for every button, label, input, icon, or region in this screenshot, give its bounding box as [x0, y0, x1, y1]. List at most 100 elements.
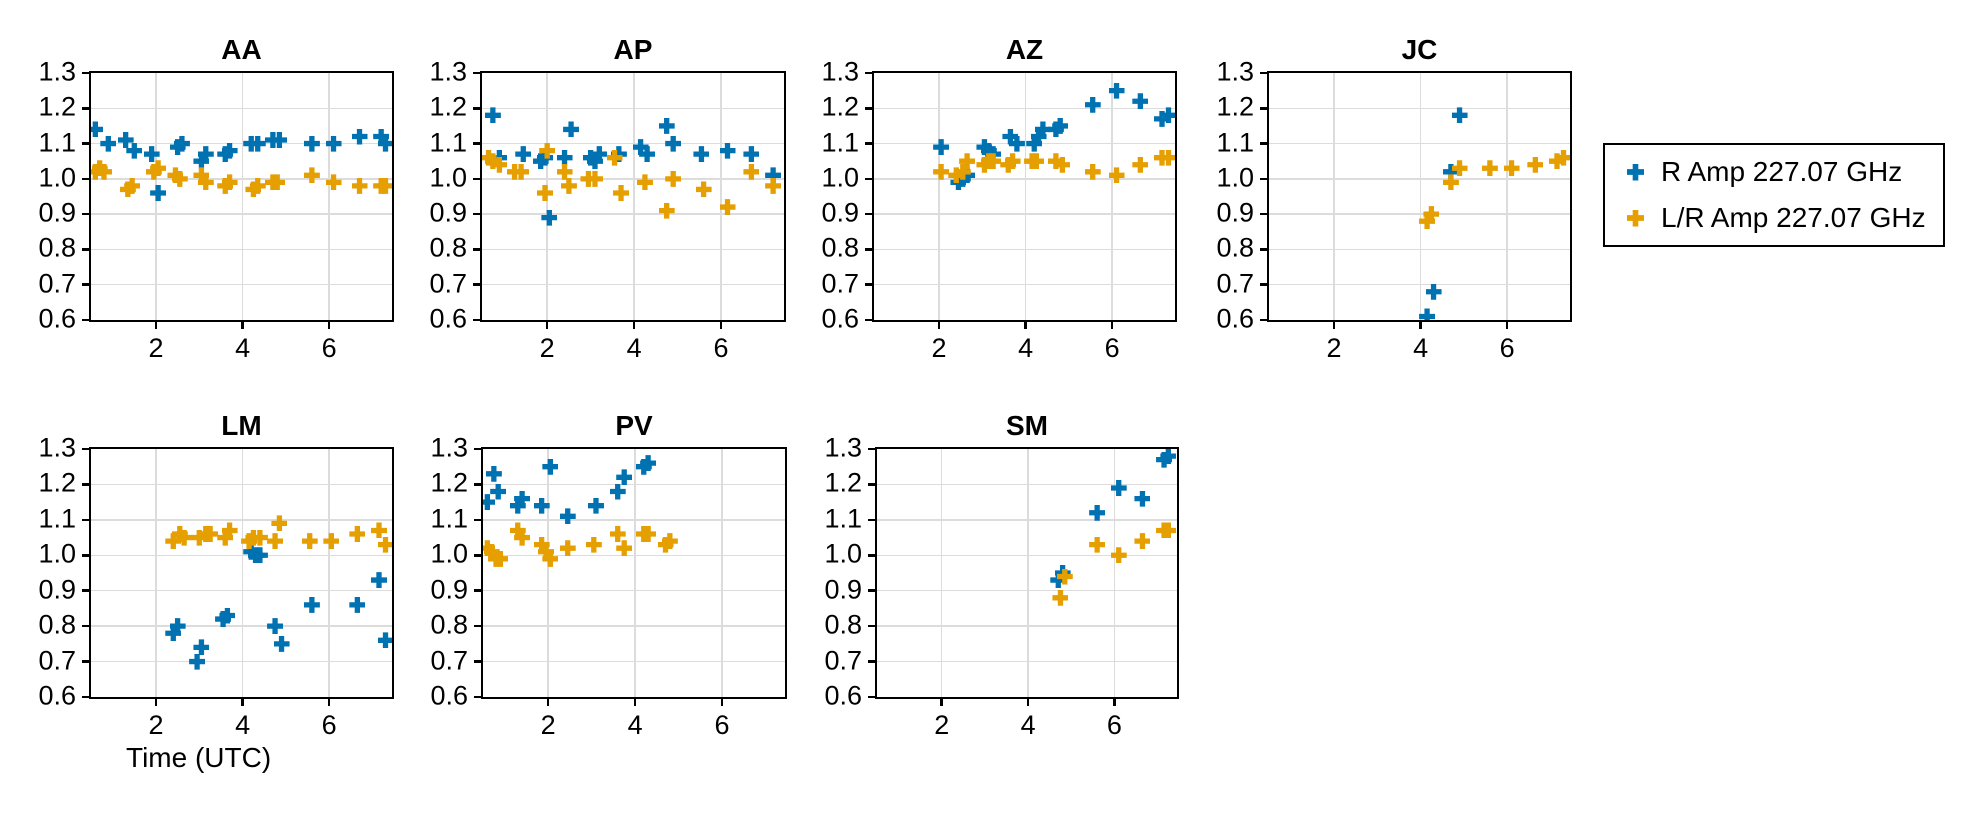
y-tick-mark [1260, 142, 1269, 145]
y-tick-label: 0.7 [824, 644, 862, 675]
y-tick-label: 0.7 [429, 268, 467, 299]
gridline-horizontal [483, 625, 785, 627]
y-tick-label: 0.9 [821, 197, 859, 228]
gridline-vertical [721, 449, 723, 697]
gridline-horizontal [874, 213, 1175, 215]
x-tick-mark [719, 320, 723, 329]
data-point-r-amp [693, 146, 710, 163]
x-tick-mark [1419, 320, 1422, 329]
y-tick-label: 1.0 [38, 162, 76, 193]
legend-item-r-amp: R Amp 227.07 GHz [1627, 155, 1943, 189]
data-point-r-amp [349, 596, 366, 613]
y-tick-label: 0.7 [1216, 268, 1254, 299]
x-tick-label: 4 [1018, 333, 1034, 363]
gridline-vertical [938, 73, 940, 320]
data-point-r-amp [193, 639, 210, 656]
data-point-lr-amp [658, 202, 675, 219]
gridline-horizontal [483, 589, 785, 592]
x-tick-label: 4 [235, 710, 251, 740]
y-tick-mark [1260, 212, 1269, 216]
y-tick-mark [473, 212, 482, 216]
gridline-horizontal [877, 554, 1177, 557]
gridline-horizontal [874, 178, 1175, 180]
x-tick-mark [241, 320, 244, 329]
x-tick-label: 4 [1020, 710, 1036, 740]
gridline-horizontal [91, 554, 392, 557]
y-tick-label: 1.2 [38, 91, 76, 122]
y-tick-mark [473, 177, 482, 181]
y-tick-mark [82, 660, 91, 663]
gridline-vertical [940, 449, 943, 697]
gridline-horizontal [877, 483, 1177, 486]
legend-label: R Amp 227.07 GHz [1661, 156, 1903, 187]
gridline-horizontal [1269, 213, 1570, 215]
data-point-lr-amp [1089, 536, 1106, 553]
data-point-lr-amp [371, 522, 387, 539]
y-tick-label: 1.0 [38, 538, 76, 569]
gridline-vertical [1111, 73, 1113, 320]
y-tick-mark [82, 483, 91, 486]
y-tick-mark [865, 212, 874, 216]
gridline-horizontal [1269, 178, 1570, 180]
y-tick-mark [865, 318, 874, 322]
data-point-r-amp [1451, 107, 1468, 124]
data-point-r-amp [490, 483, 507, 500]
y-tick-label: 0.6 [1216, 303, 1254, 334]
y-tick-mark [473, 318, 482, 322]
x-tick-mark [241, 697, 244, 706]
gridline-vertical [1333, 73, 1335, 320]
data-point-lr-amp [1481, 160, 1498, 177]
y-tick-label: 1.3 [38, 432, 76, 463]
x-tick-label: 2 [931, 333, 947, 363]
data-point-lr-amp [1442, 174, 1459, 191]
data-point-r-amp [303, 135, 320, 152]
y-tick-mark [473, 283, 482, 286]
data-point-r-amp [143, 146, 160, 163]
y-tick-label: 0.6 [38, 680, 76, 711]
y-tick-label: 0.7 [430, 644, 468, 675]
y-tick-label: 1.1 [38, 503, 76, 534]
gridline-vertical [1024, 73, 1027, 320]
data-point-r-amp [117, 132, 134, 149]
gridline-horizontal [1269, 248, 1570, 251]
data-point-lr-amp [301, 533, 318, 550]
plot-area [874, 73, 1175, 320]
y-tick-mark [82, 177, 91, 181]
y-tick-mark [82, 248, 91, 251]
x-tick-mark [1110, 320, 1114, 329]
y-tick-label: 1.1 [824, 503, 862, 534]
data-point-r-amp [587, 497, 604, 514]
gridline-horizontal [877, 589, 1177, 592]
plot-area [91, 73, 392, 320]
data-point-r-amp [126, 142, 143, 159]
y-tick-label: 1.0 [821, 162, 859, 193]
gridline-horizontal [877, 625, 1177, 627]
gridline-horizontal [1269, 107, 1570, 110]
gridline-vertical [634, 449, 636, 697]
gridline-horizontal [482, 248, 784, 251]
y-tick-mark [865, 248, 874, 251]
data-point-r-amp [933, 139, 950, 156]
data-point-r-amp [371, 572, 387, 589]
panel-aa: AA 2 4 6 1.3 1.2 1.1 1.0 0.9 0.8 0.7 0.6 [38, 35, 394, 363]
legend-label: L/R Amp 227.07 GHz [1661, 202, 1926, 233]
y-tick-mark [868, 483, 877, 486]
data-point-r-amp [1084, 96, 1101, 113]
gridline-horizontal [483, 483, 785, 486]
panel-pv: PV 2 4 6 1.3 1.2 1.1 1.0 0.9 0.8 0.7 0.6 [430, 411, 787, 740]
x-tick-label: 6 [1106, 710, 1122, 740]
data-point-lr-amp [351, 177, 368, 194]
gridline-horizontal [91, 283, 392, 286]
plot-area [91, 449, 392, 697]
gridline-horizontal [483, 660, 785, 663]
data-point-lr-amp [636, 174, 653, 191]
gridline-vertical [1419, 73, 1422, 320]
y-tick-mark [82, 624, 91, 628]
y-tick-mark [82, 107, 91, 110]
y-tick-mark [865, 142, 874, 145]
gridline-vertical [241, 73, 244, 320]
y-tick-mark [865, 107, 874, 110]
y-tick-mark [82, 283, 91, 286]
x-tick-mark [1505, 320, 1509, 329]
x-tick-label: 2 [540, 710, 556, 740]
